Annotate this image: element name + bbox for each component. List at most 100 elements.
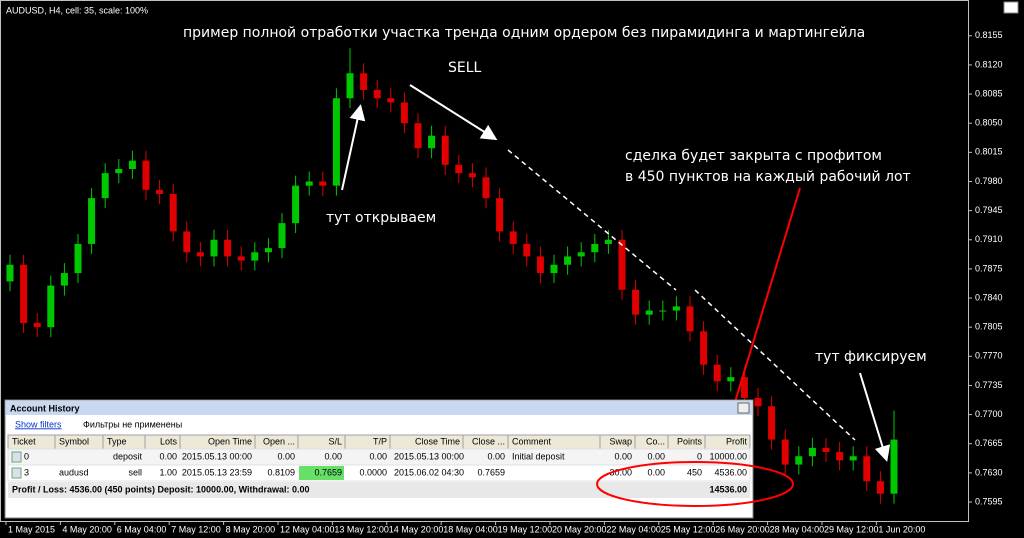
column-header-label[interactable]: T/P [373,436,387,446]
y-tick-label: 0.7910 [975,234,1003,244]
arrow [859,372,891,462]
y-tick-label: 0.7665 [975,438,1003,448]
column-header-label[interactable]: Co... [646,436,665,446]
candle-body [482,177,490,199]
candle-body [169,193,177,232]
x-tick-label: 26 May 20:00 [715,524,770,534]
candle-body [659,310,667,312]
y-tick-label: 0.7770 [975,351,1003,361]
annotation: тут открываем [326,210,436,226]
history-table: Ticket Symbol Type Lots Open Time Open ... S/L… [7,434,751,498]
x-tick-label: 18 May 04:00 [443,524,498,534]
candle-body [577,252,585,257]
candle-body [115,169,123,174]
column-header-label[interactable]: S/L [328,436,342,446]
annotation: в 450 пунктов на каждый рабочий лот [625,169,911,185]
candle-body [224,239,232,257]
candle-body [523,243,531,257]
column-header-label[interactable]: Open Time [208,436,252,446]
show-filters-link[interactable]: Show filters [15,419,62,429]
y-tick-label: 0.7875 [975,263,1003,273]
candle-body [428,135,436,149]
candle-body [591,243,599,253]
y-tick-label: 0.7980 [975,176,1003,186]
column-header-label[interactable]: Symbol [59,436,89,446]
column-header-label[interactable]: Close Time [415,436,460,446]
candle-body [6,264,14,282]
y-tick-label: 0.7735 [975,380,1003,390]
x-tick-label: 25 May 12:00 [661,524,716,534]
column-header-label[interactable]: Lots [160,436,178,446]
candle-body [183,231,191,253]
trend-line [507,149,677,291]
scroll-icon[interactable] [1003,1,1019,14]
column-header-label[interactable]: Type [107,436,127,446]
y-tick-label: 0.7630 [975,467,1003,477]
y-tick-label: 0.8050 [975,118,1003,128]
candle-body [618,239,626,290]
candle-body [795,456,803,465]
candle-body [455,164,463,174]
candle-body [101,173,109,199]
candle-body [305,181,313,186]
candle-body [319,181,327,186]
x-tick-label: 7 May 12:00 [171,524,221,534]
y-tick-label: 0.8155 [975,30,1003,40]
candle-body [210,239,218,257]
candle-body [822,447,830,453]
table-cell: 0.00 [369,451,387,461]
candle-body [686,306,694,332]
panel-titlebar [6,401,752,415]
candle-body [604,239,612,244]
y-tick-label: 0.7840 [975,292,1003,302]
candle-body [237,256,245,261]
column-header-label[interactable]: Profit [726,436,748,446]
chart-title: пример полной отработки участка тренда о… [183,25,865,41]
candle-body [836,452,844,461]
candle-body [332,98,340,186]
x-tick-label: 1 Jun 20:00 [878,524,925,534]
column-header-label[interactable]: Points [677,436,703,446]
candle-body [196,252,204,257]
candle-body [33,323,41,328]
x-tick-label: 13 May 12:00 [334,524,389,534]
table-cell: 0.00 [614,451,632,461]
column-header-label[interactable]: Comment [512,436,552,446]
candle-body [156,189,164,194]
table-cell: 0.7659 [314,467,342,477]
candle-body [47,285,55,328]
y-tick-label: 0.7945 [975,205,1003,215]
y-tick-label: 0.8015 [975,147,1003,157]
table-cell: 3 [24,467,29,477]
candle-body [700,331,708,365]
column-header-label[interactable]: Swap [609,436,632,446]
candle-body [496,198,504,232]
column-header-label[interactable]: Ticket [12,436,36,446]
column-header-label[interactable]: Open ... [263,436,295,446]
row-icon [11,451,22,463]
table-cell: 0.0000 [359,467,387,477]
candle-body [360,73,368,90]
table-cell: deposit [113,451,143,461]
candle-body [740,377,748,398]
column-header-label[interactable]: Close ... [472,436,505,446]
candle-body [346,73,354,99]
table-cell: 0.00 [487,451,505,461]
candle-body [564,256,572,265]
account-history-panel: Account History Show filters Фильтры не … [4,399,754,519]
candle-body [509,231,517,244]
chart: 0.8155 0.8120 0.8085 0.8050 0.8015 0.7980 0.79… [5,30,1003,534]
x-tick-label: 1 May 2015 [8,524,55,534]
candle-body [849,456,857,461]
table-cell: 0 [24,451,29,461]
candle-body [863,456,871,482]
candle-body [781,439,789,465]
candle-body [645,310,653,315]
table-cell: 10000.00 [709,451,747,461]
candle-body [20,264,28,324]
x-tick-label: 12 May 04:00 [280,524,335,534]
candle-body [400,102,408,124]
close-button[interactable] [737,402,750,414]
y-tick-label: 0.8120 [975,59,1003,69]
table-row[interactable] [7,464,751,482]
